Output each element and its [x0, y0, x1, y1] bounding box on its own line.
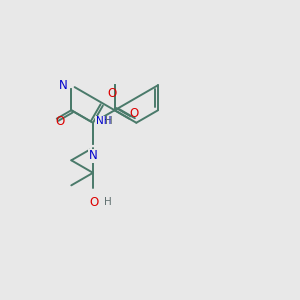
Text: O: O	[90, 196, 99, 209]
Text: NH: NH	[96, 116, 111, 126]
Text: O: O	[56, 115, 65, 128]
Text: O: O	[129, 107, 138, 120]
Text: N: N	[88, 149, 98, 162]
Text: H: H	[104, 197, 112, 207]
Text: H: H	[105, 116, 113, 126]
Text: N: N	[59, 79, 68, 92]
Text: O: O	[107, 87, 116, 100]
